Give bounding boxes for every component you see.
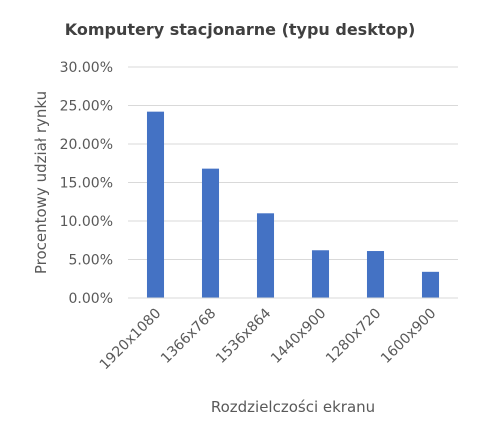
x-axis-label: Rozdzielczości ekranu [211, 398, 375, 416]
x-tick-label: 1366x768 [158, 306, 219, 367]
y-axis-label: Procentowy udział rynku [32, 91, 50, 274]
bar-1536x864 [256, 213, 275, 298]
bar-1920x1080 [146, 111, 165, 298]
bar-1280x720 [366, 251, 385, 298]
bar-1366x768 [201, 168, 220, 298]
y-tick-label: 5.00% [69, 253, 113, 269]
x-tick-label: 1440x900 [268, 306, 329, 367]
y-axis-ticks: 0.00% 5.00% 10.00% 15.00% 20.00% 25.00% 30.00% [60, 60, 113, 307]
bar-1600x900 [421, 271, 440, 298]
x-axis-ticks: 1920x10801366x7681536x8641440x9001280x72… [97, 305, 440, 373]
y-tick-label: 25.00% [60, 99, 113, 115]
y-tick-label: 15.00% [60, 176, 113, 192]
x-tick-label: 1920x1080 [97, 306, 165, 374]
gridlines [128, 66, 458, 260]
chart-title: Komputery stacjonarne (typu desktop) [65, 20, 416, 39]
bars [146, 111, 440, 298]
y-tick-label: 20.00% [60, 137, 113, 153]
y-tick-label: 0.00% [69, 291, 113, 307]
x-tick-label: 1536x864 [213, 305, 274, 366]
y-tick-label: 30.00% [60, 60, 113, 76]
x-tick-label: 1600x900 [378, 306, 439, 367]
y-tick-label: 10.00% [60, 214, 113, 230]
x-tick-label: 1280x720 [323, 306, 384, 367]
bar-1440x900 [311, 250, 330, 298]
